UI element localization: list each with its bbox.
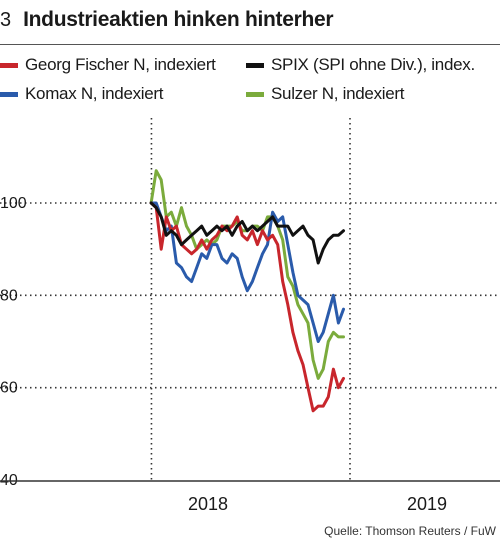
series-line-3	[149, 169, 345, 380]
chart-legend: Georg Fischer N, indexiert SPIX (SPI ohn…	[0, 50, 500, 114]
legend-label-georg-fischer: Georg Fischer N, indexiert	[25, 55, 216, 74]
source-note: Quelle: Thomson Reuters / FuW	[324, 524, 496, 538]
chart-title: Industrieaktien hinken hinterher	[23, 8, 334, 31]
legend-label-komax: Komax N, indexiert	[25, 84, 164, 103]
legend-item-spix: SPIX (SPI ohne Div.), index.	[246, 53, 475, 77]
y-tick-label-100: 100	[0, 195, 27, 212]
legend-swatch-sulzer	[246, 91, 264, 97]
y-tick-label-60: 60	[0, 380, 18, 397]
series-line-2	[149, 201, 345, 343]
figure-number: 3	[0, 9, 12, 31]
x-tick-label-2019: 2019	[407, 494, 447, 514]
y-tick-label-80: 80	[0, 287, 18, 304]
series-line-0	[149, 201, 345, 413]
legend-swatch-georg-fischer	[0, 62, 18, 68]
legend-item-sulzer: Sulzer N, indexiert	[246, 82, 405, 106]
legend-swatch-komax	[0, 91, 18, 97]
title-divider	[0, 44, 500, 45]
legend-label-sulzer: Sulzer N, indexiert	[271, 84, 405, 103]
legend-item-georg-fischer: Georg Fischer N, indexiert	[0, 53, 216, 77]
legend-label-spix: SPIX (SPI ohne Div.), index.	[271, 55, 475, 74]
chart-header: 3 Industrieaktien hinken hinterher	[0, 8, 334, 36]
series-line-1	[149, 201, 345, 265]
legend-item-komax: Komax N, indexiert	[0, 82, 164, 106]
x-tick-label-2018: 2018	[188, 494, 228, 514]
legend-swatch-spix	[246, 62, 264, 68]
